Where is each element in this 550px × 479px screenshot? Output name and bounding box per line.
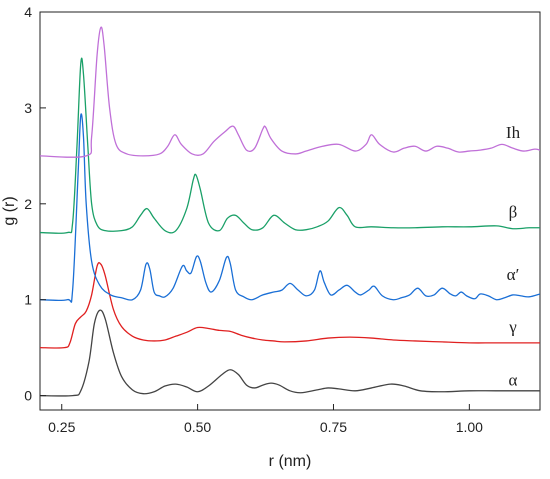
y-tick-label: 1 [24,292,32,308]
x-axis-title: r (nm) [269,453,312,470]
series-label-0: α [509,370,518,389]
y-axis: 0 1 2 3 4 [24,4,46,404]
series-labels: α γ α′ β Ih [506,123,521,389]
y-tick-label: 0 [24,388,32,404]
plot-frame [39,11,541,411]
series-label-2: α′ [507,265,520,284]
series-line-3 [40,57,540,234]
series-line-2 [40,113,540,303]
series-label-3: β [509,202,518,221]
y-axis-title: g (r) [1,196,18,225]
x-axis: 0.25 0.50 0.75 1.00 [48,404,483,435]
series-layer [40,26,540,397]
x-tick-label: 0.50 [184,419,211,435]
series-label-1: γ [508,318,517,337]
series-line-1 [40,262,540,349]
series-label-4: Ih [506,123,521,142]
series-line-4 [40,26,540,158]
x-tick-label: 1.00 [456,419,483,435]
x-tick-label: 0.25 [48,419,75,435]
y-tick-label: 2 [24,196,32,212]
series-line-0 [40,309,540,397]
y-tick-label: 3 [24,100,32,116]
x-tick-label: 0.75 [320,419,347,435]
y-tick-label: 4 [24,4,32,20]
